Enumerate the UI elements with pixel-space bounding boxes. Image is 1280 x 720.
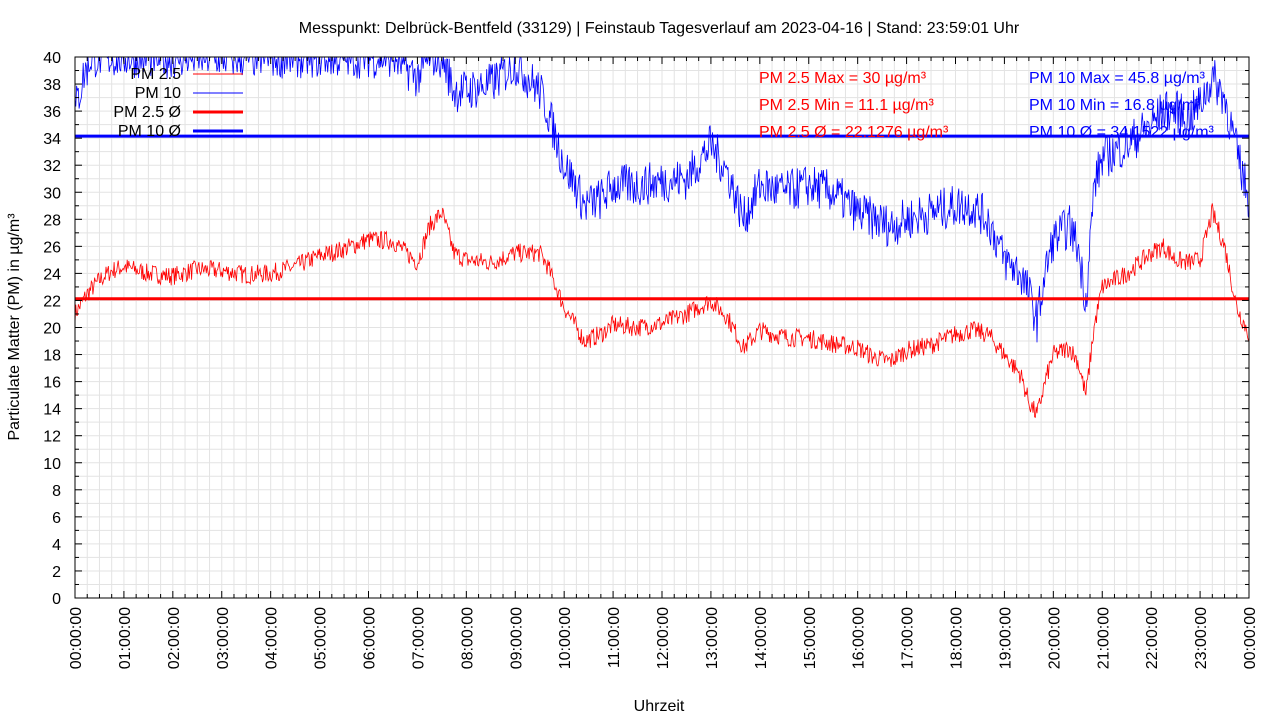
annotation-pm25-avg: PM 2.5 Ø = 22.1276 µg/m³ — [759, 124, 949, 141]
y-tick-label: 4 — [52, 537, 61, 554]
x-tick-label: 01:00:00 — [117, 607, 134, 669]
x-tick-label: 00:00:00 — [1242, 607, 1259, 669]
x-tick-label: 05:00:00 — [313, 607, 330, 669]
x-tick-label: 00:00:00 — [68, 607, 85, 669]
x-tick-label: 08:00:00 — [459, 607, 476, 669]
y-tick-label: 18 — [43, 348, 61, 365]
x-tick-label: 02:00:00 — [166, 607, 183, 669]
x-tick-label: 18:00:00 — [949, 607, 966, 669]
legend: PM 2.5 PM 10 PM 2.5 Ø PM 10 Ø — [113, 66, 243, 140]
legend-label-pm25-avg: PM 2.5 Ø — [113, 104, 181, 121]
x-tick-label: 07:00:00 — [410, 607, 427, 669]
y-axis-label: Particulate Matter (PM) in µg/m³ — [6, 213, 23, 441]
y-tick-label: 38 — [43, 77, 61, 94]
x-tick-labels: 00:00:00 01:00:00 02:00:00 03:00:00 04:00:00… — [68, 607, 1259, 669]
y-tick-label: 10 — [43, 456, 61, 473]
y-tick-label: 6 — [52, 510, 61, 527]
y-tick-label: 34 — [43, 131, 61, 148]
x-tick-label: 12:00:00 — [655, 607, 672, 669]
y-tick-label: 32 — [43, 158, 61, 175]
y-tick-label: 0 — [52, 591, 61, 608]
y-tick-label: 22 — [43, 293, 61, 310]
y-tick-label: 20 — [43, 321, 61, 338]
legend-label-pm25: PM 2.5 — [130, 66, 181, 83]
legend-label-pm10: PM 10 — [135, 85, 181, 102]
x-tick-label: 22:00:00 — [1144, 607, 1161, 669]
y-tick-label: 28 — [43, 212, 61, 229]
x-tick-label: 16:00:00 — [851, 607, 868, 669]
y-tick-label: 8 — [52, 483, 61, 500]
x-tick-label: 13:00:00 — [704, 607, 721, 669]
annotation-pm25-max: PM 2.5 Max = 30 µg/m³ — [759, 70, 927, 87]
y-tick-label: 2 — [52, 564, 61, 581]
annotation-pm10-avg: PM 10 Ø = 34.1522 µg/m³ — [1029, 124, 1215, 141]
x-tick-label: 20:00:00 — [1046, 607, 1063, 669]
y-tick-label: 26 — [43, 239, 61, 256]
annotation-pm10-min: PM 10 Min = 16.8 µg/m³ — [1029, 97, 1201, 114]
x-tick-label: 14:00:00 — [753, 607, 770, 669]
series-line-pm25 — [74, 203, 1250, 418]
y-tick-label: 30 — [43, 185, 61, 202]
x-tick-label: 19:00:00 — [997, 607, 1014, 669]
y-tick-label: 12 — [43, 429, 61, 446]
average-lines — [75, 134, 1249, 301]
x-tick-label: 10:00:00 — [557, 607, 574, 669]
axis-ticks — [74, 56, 1250, 599]
annotation-pm25-min: PM 2.5 Min = 11.1 µg/m³ — [759, 97, 934, 114]
chart-title: Messpunkt: Delbrück-Bentfeld (33129) | F… — [299, 20, 1020, 37]
y-tick-label: 40 — [43, 50, 61, 67]
x-tick-label: 23:00:00 — [1193, 607, 1210, 669]
x-tick-label: 11:00:00 — [606, 607, 623, 668]
x-tick-label: 21:00:00 — [1095, 607, 1112, 669]
x-tick-label: 15:00:00 — [802, 607, 819, 669]
y-tick-label: 14 — [43, 402, 61, 419]
x-tick-label: 09:00:00 — [508, 607, 525, 669]
y-tick-label: 24 — [43, 266, 61, 283]
y-tick-label: 16 — [43, 375, 61, 392]
legend-label-pm10-avg: PM 10 Ø — [118, 123, 181, 140]
annotation-pm10-max: PM 10 Max = 45.8 µg/m³ — [1029, 70, 1206, 87]
x-axis-label: Uhrzeit — [634, 698, 685, 715]
y-tick-label: 36 — [43, 104, 61, 121]
x-tick-label: 03:00:00 — [215, 607, 232, 669]
x-tick-label: 06:00:00 — [362, 607, 379, 669]
stats-annotations: PM 2.5 Max = 30 µg/m³ PM 2.5 Min = 11.1 … — [759, 70, 1215, 141]
x-tick-label: 04:00:00 — [264, 607, 281, 669]
x-tick-label: 17:00:00 — [900, 607, 917, 669]
